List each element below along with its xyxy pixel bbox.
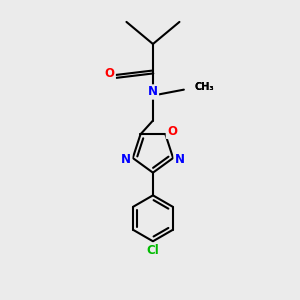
Text: N: N (148, 85, 158, 98)
Text: N: N (121, 153, 131, 166)
Text: N: N (121, 153, 131, 166)
Text: CH₃: CH₃ (194, 82, 214, 92)
Text: O: O (105, 67, 115, 80)
Text: Cl: Cl (147, 244, 159, 256)
Text: Cl: Cl (147, 244, 159, 256)
Text: N: N (148, 85, 158, 98)
Text: N: N (175, 153, 184, 166)
Text: CH₃: CH₃ (194, 82, 214, 92)
Text: O: O (105, 67, 115, 80)
Text: N: N (175, 153, 184, 166)
Text: O: O (167, 125, 177, 138)
Text: O: O (167, 125, 177, 138)
